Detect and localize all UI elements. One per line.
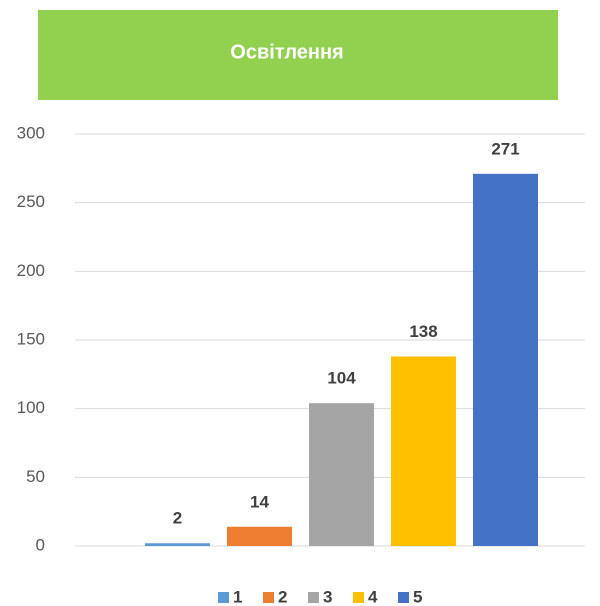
y-tick-label: 50 (26, 467, 45, 486)
bar (227, 526, 292, 546)
data-label: 14 (250, 492, 269, 511)
data-label: 271 (491, 139, 519, 158)
legend-label: 5 (413, 587, 422, 606)
bar (309, 403, 374, 546)
legend-label: 4 (368, 587, 378, 606)
y-tick-label: 0 (36, 535, 45, 554)
y-tick-label: 150 (17, 329, 45, 348)
legend-label: 2 (278, 587, 287, 606)
y-tick-label: 100 (17, 398, 45, 417)
legend-label: 1 (233, 587, 242, 606)
y-tick-label: 200 (17, 261, 45, 280)
legend-swatch (263, 592, 274, 603)
legend-swatch (398, 592, 409, 603)
bar (145, 543, 210, 546)
chart-title: Освітлення (230, 41, 343, 63)
title-box (38, 10, 558, 100)
bar (473, 173, 538, 546)
legend-swatch (308, 592, 319, 603)
data-label: 2 (173, 509, 182, 528)
legend-swatch (218, 592, 229, 603)
legend-swatch (353, 592, 364, 603)
y-tick-label: 300 (17, 123, 45, 142)
bar (391, 356, 456, 546)
data-label: 138 (409, 322, 437, 341)
y-tick-label: 250 (17, 192, 45, 211)
data-label: 104 (327, 369, 356, 388)
legend-label: 3 (323, 587, 332, 606)
